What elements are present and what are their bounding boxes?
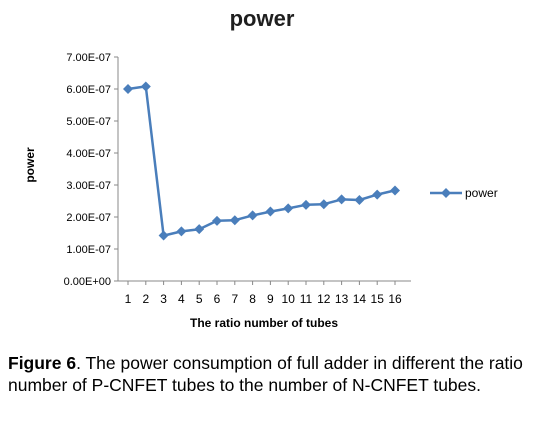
x-tick-label: 3 bbox=[160, 292, 167, 306]
y-tick-label: 2.00E-07 bbox=[66, 212, 111, 224]
data-point bbox=[140, 81, 151, 92]
x-tick-label: 16 bbox=[388, 292, 402, 306]
x-tick-label: 4 bbox=[178, 292, 185, 306]
data-point bbox=[265, 206, 276, 217]
power-chart: power 0.00E+00 1.00E-07 2.00E-07 3.00E-07 4.… bbox=[23, 6, 498, 330]
x-tick-label: 11 bbox=[300, 292, 313, 306]
x-tick-label: 2 bbox=[142, 292, 149, 306]
data-point bbox=[283, 203, 294, 214]
data-point bbox=[336, 194, 347, 205]
y-tick-label: 7.00E-07 bbox=[66, 52, 111, 64]
y-tick-label: 3.00E-07 bbox=[66, 180, 111, 192]
x-axis-label: The ratio number of tubes bbox=[190, 316, 338, 330]
x-tick-label: 7 bbox=[231, 292, 238, 306]
data-point bbox=[318, 199, 329, 210]
x-tick-label: 14 bbox=[353, 292, 367, 306]
data-point bbox=[212, 215, 222, 226]
caption-text: . The power consumption of full adder in… bbox=[8, 353, 523, 395]
data-point bbox=[372, 189, 383, 200]
y-tick-label: 0.00E+00 bbox=[64, 276, 111, 288]
series-line bbox=[127, 85, 396, 237]
x-ticks: 1 2 3 4 5 6 7 8 9 10 11 12 13 14 15 16 bbox=[125, 281, 402, 306]
y-tick-label: 6.00E-07 bbox=[66, 84, 111, 96]
x-tick-label: 8 bbox=[249, 292, 256, 306]
chart-title: power bbox=[230, 6, 295, 31]
series-power bbox=[123, 81, 400, 241]
x-tick-label: 13 bbox=[335, 292, 349, 306]
y-tick-label: 4.00E-07 bbox=[66, 148, 111, 160]
legend: power bbox=[430, 186, 498, 200]
data-point bbox=[390, 185, 400, 196]
x-tick-label: 12 bbox=[317, 292, 331, 306]
data-point bbox=[247, 210, 258, 221]
y-tick-label: 5.00E-07 bbox=[66, 116, 111, 128]
x-tick-label: 15 bbox=[371, 292, 385, 306]
x-tick-label: 10 bbox=[282, 292, 296, 306]
data-point bbox=[229, 215, 240, 226]
x-tick-label: 1 bbox=[125, 292, 132, 306]
data-point bbox=[123, 84, 133, 94]
data-point bbox=[354, 195, 365, 206]
data-point bbox=[194, 224, 205, 235]
data-point bbox=[158, 230, 169, 241]
x-tick-label: 6 bbox=[214, 292, 221, 306]
y-tick-label: 1.00E-07 bbox=[66, 244, 111, 256]
legend-marker bbox=[441, 188, 451, 198]
y-axis-label: power bbox=[23, 147, 37, 183]
x-tick-label: 9 bbox=[267, 292, 274, 306]
figure-caption: Figure 6. The power consumption of full … bbox=[8, 352, 528, 396]
legend-label: power bbox=[465, 186, 498, 200]
caption-label: Figure 6 bbox=[8, 353, 77, 373]
x-tick-label: 5 bbox=[196, 292, 203, 306]
data-point bbox=[301, 199, 311, 210]
y-ticks: 0.00E+00 1.00E-07 2.00E-07 3.00E-07 4.00E-07… bbox=[64, 52, 118, 288]
data-point bbox=[176, 226, 187, 237]
